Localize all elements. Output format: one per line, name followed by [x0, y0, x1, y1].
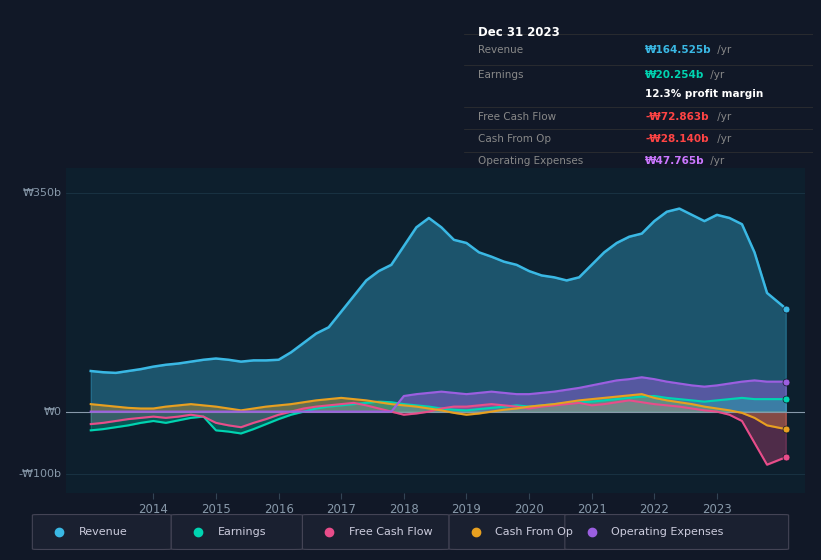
Text: Cash From Op: Cash From Op — [495, 527, 573, 537]
Text: 12.3% profit margin: 12.3% profit margin — [645, 89, 764, 99]
Text: /yr: /yr — [707, 70, 724, 80]
Text: Cash From Op: Cash From Op — [478, 134, 551, 144]
Text: Revenue: Revenue — [79, 527, 127, 537]
FancyBboxPatch shape — [172, 515, 302, 549]
Text: Revenue: Revenue — [478, 44, 523, 54]
FancyBboxPatch shape — [565, 515, 789, 549]
FancyBboxPatch shape — [32, 515, 172, 549]
Text: Free Cash Flow: Free Cash Flow — [478, 111, 556, 122]
Text: /yr: /yr — [714, 111, 732, 122]
Text: Operating Expenses: Operating Expenses — [478, 156, 583, 166]
Text: Dec 31 2023: Dec 31 2023 — [478, 26, 560, 39]
FancyBboxPatch shape — [302, 515, 449, 549]
Text: ₩164.525b: ₩164.525b — [645, 44, 712, 54]
Text: /yr: /yr — [714, 44, 732, 54]
Text: -₩100b: -₩100b — [19, 469, 62, 479]
Text: Earnings: Earnings — [478, 70, 523, 80]
Text: Free Cash Flow: Free Cash Flow — [349, 527, 433, 537]
FancyBboxPatch shape — [449, 515, 572, 549]
Text: ₩0: ₩0 — [44, 407, 62, 417]
Text: ₩350b: ₩350b — [22, 188, 62, 198]
Text: Earnings: Earnings — [218, 527, 266, 537]
Text: /yr: /yr — [707, 156, 724, 166]
Text: -₩28.140b: -₩28.140b — [645, 134, 709, 144]
Text: /yr: /yr — [714, 134, 732, 144]
Text: Operating Expenses: Operating Expenses — [611, 527, 723, 537]
Text: ₩20.254b: ₩20.254b — [645, 70, 704, 80]
Text: ₩47.765b: ₩47.765b — [645, 156, 705, 166]
Text: -₩72.863b: -₩72.863b — [645, 111, 709, 122]
